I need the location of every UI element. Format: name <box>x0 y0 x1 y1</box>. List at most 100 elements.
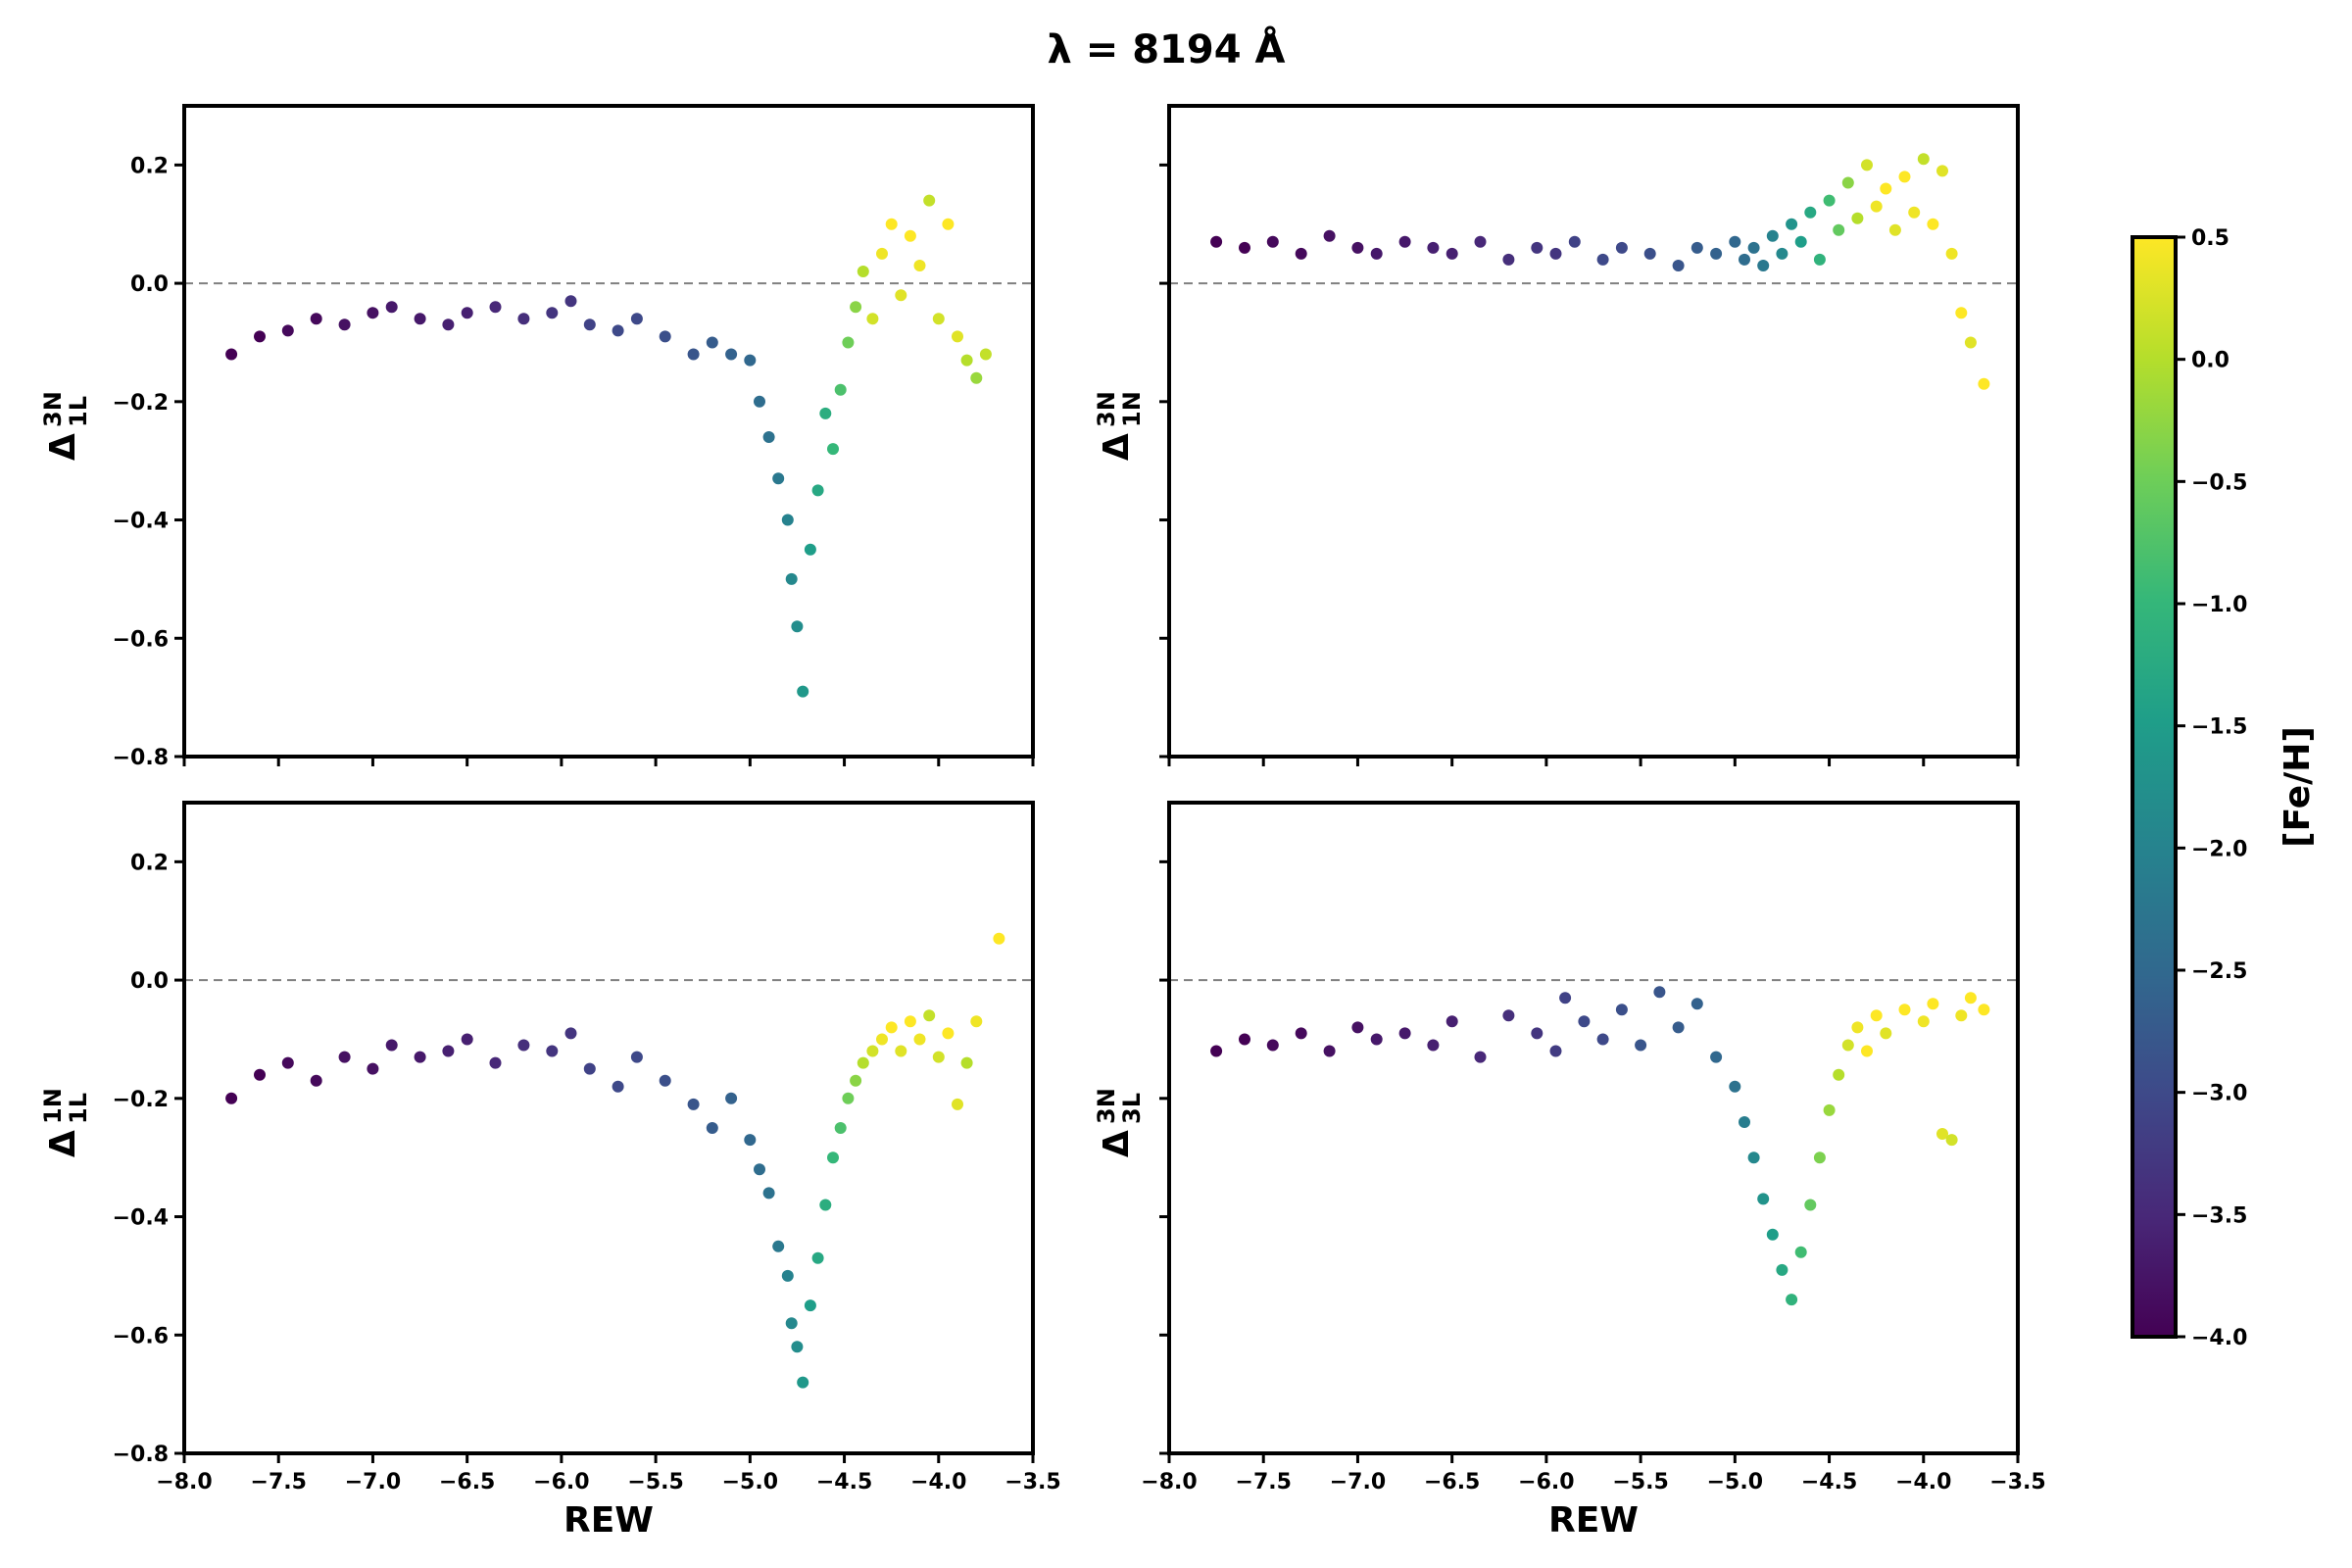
scatter-point <box>1531 241 1544 254</box>
scatter-point <box>1531 1027 1544 1040</box>
scatter-point <box>659 330 671 343</box>
scatter-point <box>281 1056 294 1069</box>
panel-bottom-right: −8.0 −7.5 −7.0 −6.5 −6.0 −5.5 −5.0 −4.5 −4.0 −3.5… <box>1093 801 2046 1541</box>
scatter-point <box>1804 206 1817 219</box>
scatter-point <box>744 1134 757 1147</box>
axes-frame <box>1167 104 2020 759</box>
x-tick-label: −5.0 <box>722 1470 778 1494</box>
scatter-point <box>804 543 816 556</box>
scatter-point <box>834 383 847 396</box>
scatter-point <box>564 1027 577 1040</box>
scatter-point <box>772 1240 785 1252</box>
scatter-point <box>819 407 832 419</box>
scatter-point <box>1474 1051 1487 1063</box>
scatter-point <box>1568 235 1581 248</box>
scatter-point <box>1955 307 1968 319</box>
scatter-point <box>1880 182 1892 195</box>
scatter-point <box>1804 1199 1817 1211</box>
scatter-point <box>970 1015 983 1028</box>
scatter-points <box>225 194 992 698</box>
scatter-point <box>744 354 757 367</box>
scatter-point <box>913 1033 926 1046</box>
scatter-point <box>225 1092 238 1104</box>
scatter-point <box>1908 206 1921 219</box>
scatter-point <box>1690 998 1703 1010</box>
scatter-point <box>1446 247 1458 260</box>
scatter-point <box>942 1027 955 1040</box>
scatter-point <box>1861 1045 1873 1057</box>
scatter-point <box>367 1062 379 1075</box>
scatter-point <box>546 307 559 319</box>
colorbar-tick-label: −3.0 <box>2191 1082 2247 1106</box>
scatter-point <box>385 301 398 314</box>
scatter-point <box>442 1045 455 1057</box>
scatter-point <box>489 1056 502 1069</box>
scatter-point <box>866 313 879 325</box>
x-tick-label: −3.5 <box>1004 1470 1060 1494</box>
scatter-point <box>1880 1027 1892 1040</box>
scatter-point <box>1710 247 1723 260</box>
y-tick-label: −0.8 <box>113 1443 169 1467</box>
scatter-points <box>1210 986 1990 1306</box>
scatter-point <box>1945 247 1958 260</box>
scatter-point <box>338 318 351 331</box>
scatter-point <box>876 1033 888 1046</box>
colorbar-tick-label: −1.5 <box>2191 715 2247 740</box>
scatter-point <box>1266 235 1279 248</box>
scatter-point <box>1927 218 1939 230</box>
scatter-point <box>706 1122 718 1134</box>
x-tick-label: −6.0 <box>533 1470 589 1494</box>
scatter-point <box>904 1015 916 1028</box>
y-tick-label: −0.4 <box>113 1206 169 1231</box>
scatter-point <box>791 620 804 633</box>
scatter-point <box>1833 223 1845 236</box>
scatter-point <box>1549 1045 1562 1057</box>
scatter-point <box>1672 260 1685 271</box>
scatter-point <box>687 1098 700 1110</box>
scatter-point <box>1917 153 1930 166</box>
scatter-point <box>1739 1116 1750 1128</box>
scatter-point <box>1945 1134 1958 1147</box>
scatter-point <box>254 330 266 343</box>
scatter-point <box>254 1068 266 1081</box>
scatter-point <box>725 1092 738 1104</box>
panel-bottom-left: −8.0 −7.5 −7.0 −6.5 −6.0 −5.5 −5.0 −4.5 −4.0 −3.5… <box>39 801 1061 1541</box>
y-axis-label-base: Δ <box>43 1130 83 1157</box>
scatter-point <box>414 1051 426 1063</box>
scatter-point <box>1776 247 1788 260</box>
scatter-point <box>461 1033 473 1046</box>
x-tick-label: −4.0 <box>910 1470 966 1494</box>
scatter-point <box>1813 253 1826 266</box>
x-tick-label: −7.5 <box>1236 1470 1292 1494</box>
scatter-point <box>612 324 624 337</box>
colorbar-tick-label: 0.0 <box>2191 349 2230 373</box>
scatter-point <box>1427 1039 1440 1052</box>
scatter-point <box>895 1045 907 1057</box>
scatter-point <box>583 318 596 331</box>
scatter-point <box>754 395 765 408</box>
scatter-point <box>1786 218 1798 230</box>
x-tick-label: −6.5 <box>439 1470 495 1494</box>
scatter-point <box>1690 241 1703 254</box>
scatter-point <box>1964 992 1977 1004</box>
scatter-point <box>857 1056 869 1069</box>
x-axis-label: REW <box>1548 1500 1639 1541</box>
scatter-point <box>1861 159 1873 172</box>
scatter-point <box>827 443 839 456</box>
x-tick-label: −4.5 <box>1801 1470 1857 1494</box>
y-tick-label: −0.4 <box>113 510 169 534</box>
scatter-point <box>1841 1039 1854 1052</box>
colorbar-tick-label: −3.5 <box>2191 1203 2247 1228</box>
scatter-point <box>310 313 322 325</box>
scatter-point <box>385 1039 398 1052</box>
scatter-point <box>1596 253 1609 266</box>
scatter-point <box>1898 1004 1911 1016</box>
scatter-point <box>338 1051 351 1063</box>
scatter-point <box>1474 235 1487 248</box>
x-tick-label: −4.0 <box>1895 1470 1951 1494</box>
scatter-point <box>414 313 426 325</box>
scatter-point <box>367 307 379 319</box>
